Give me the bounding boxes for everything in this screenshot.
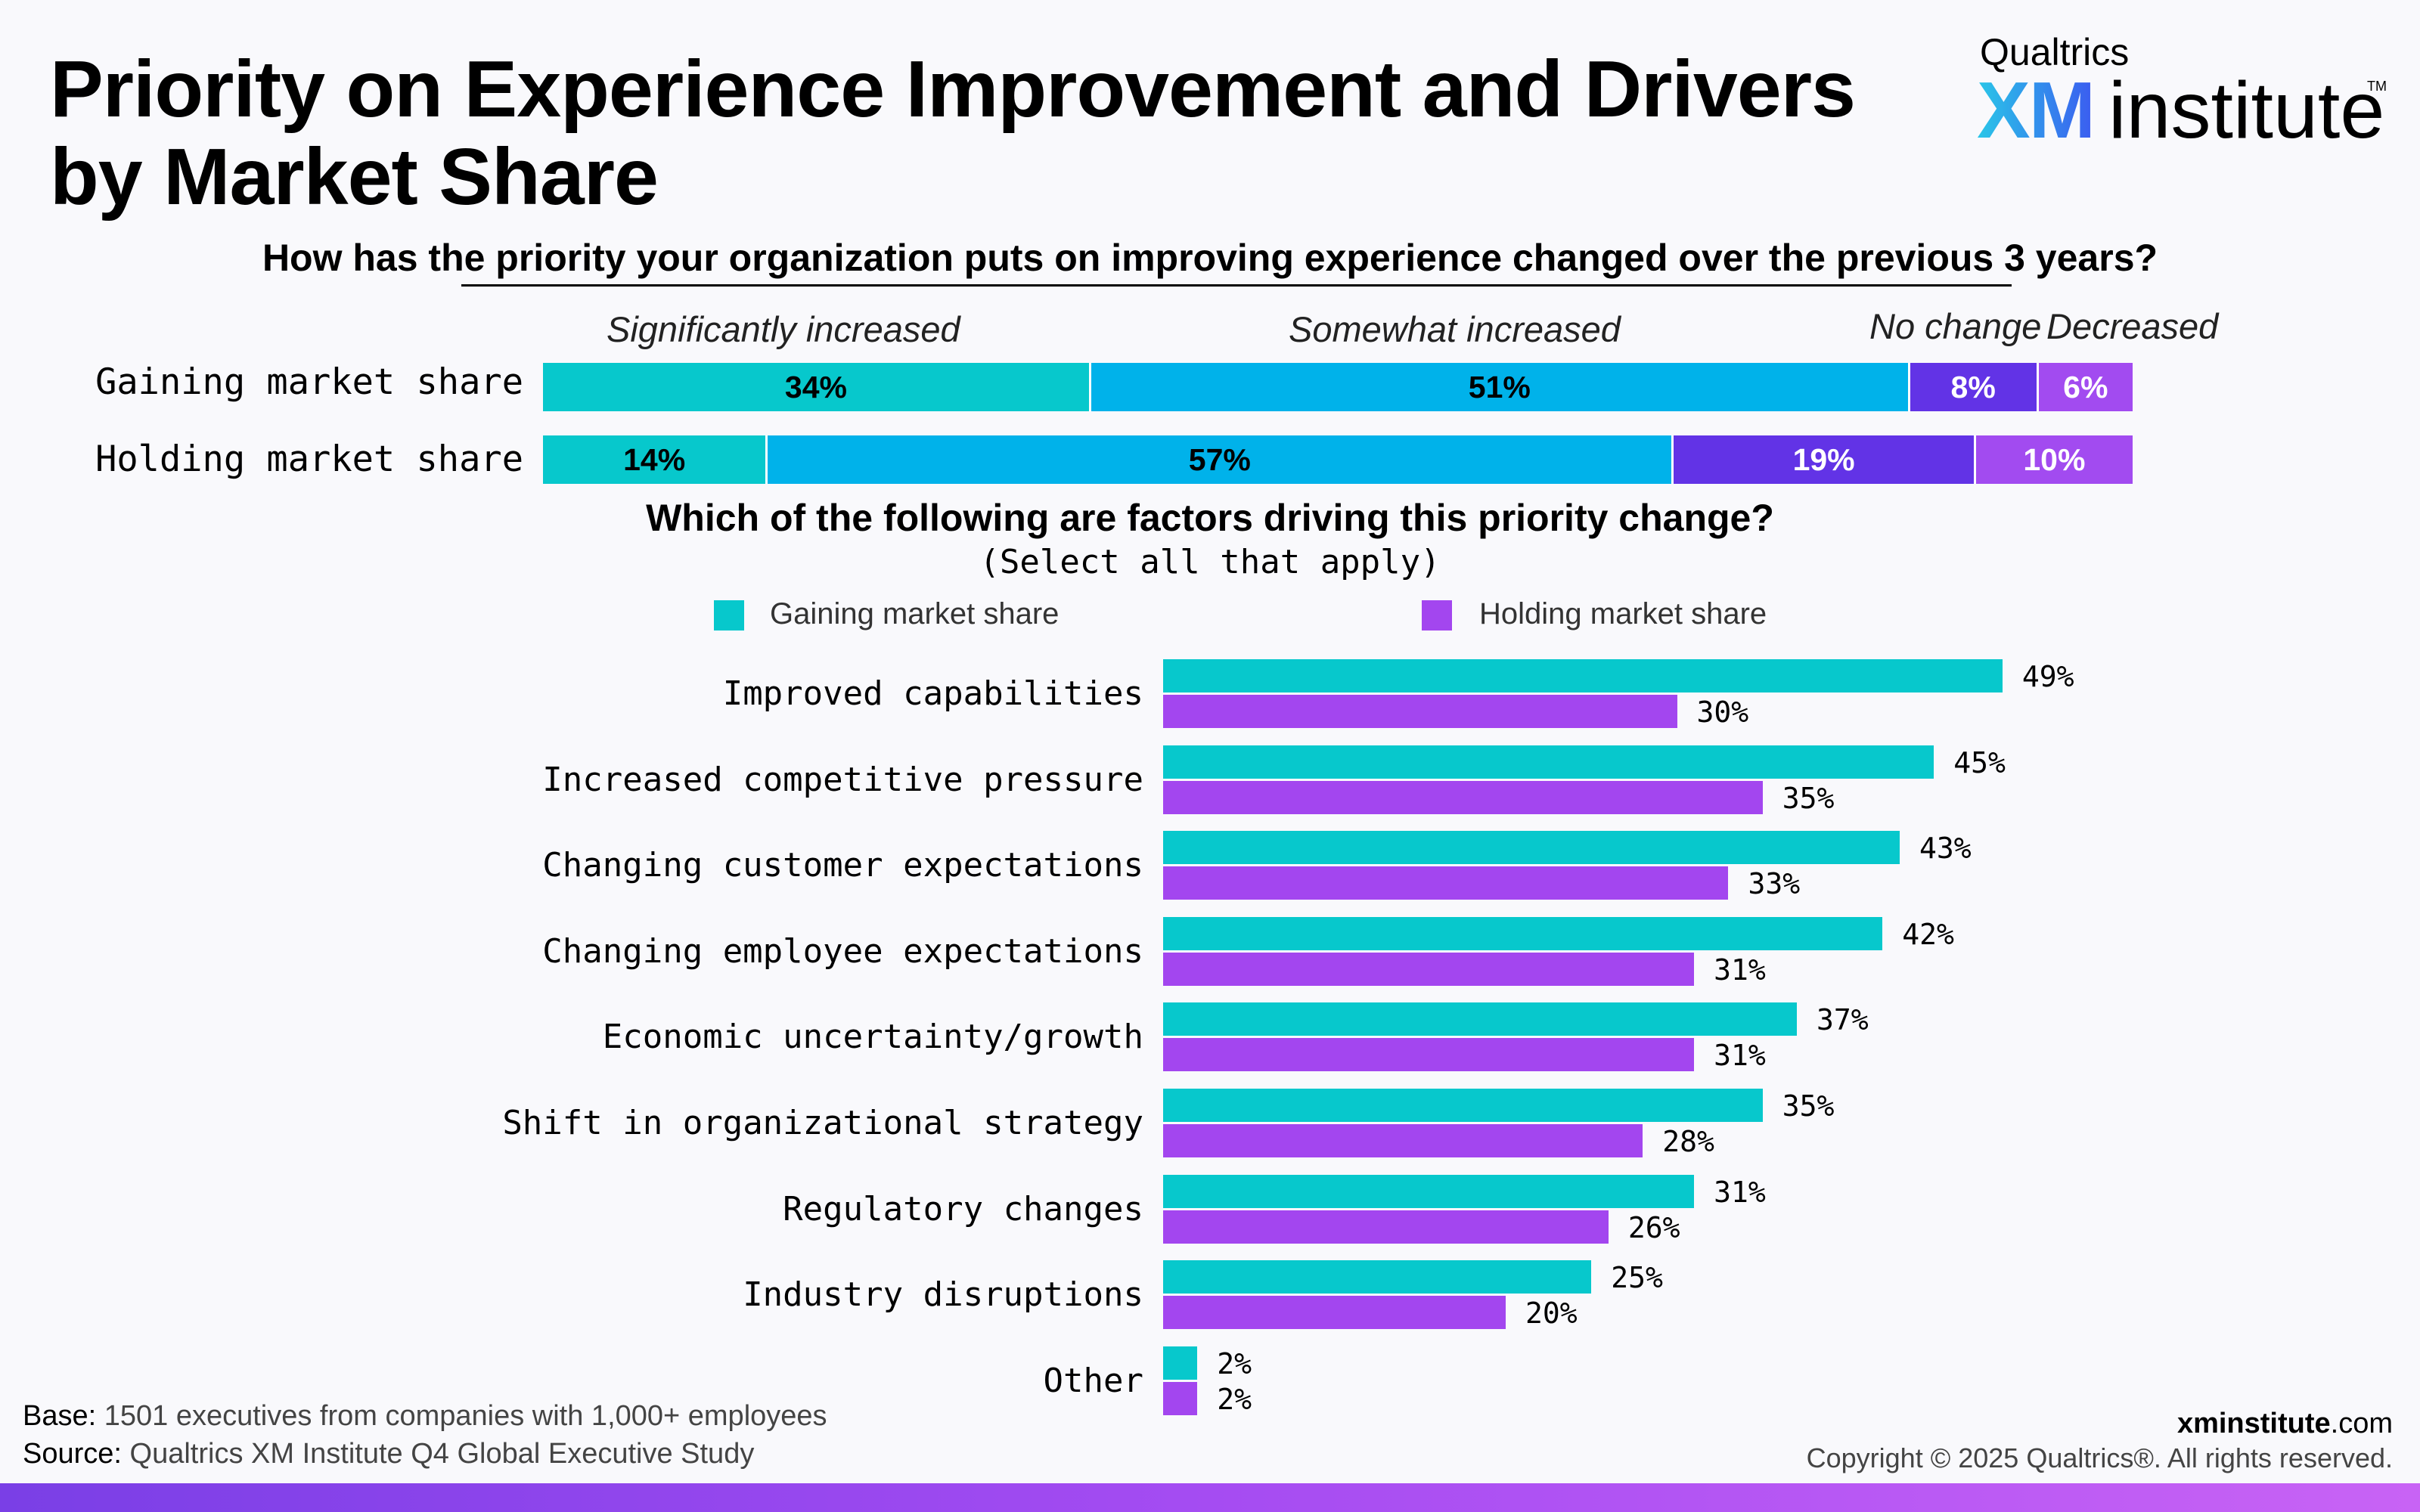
legend-label-holding: Holding market share [1479,597,1767,631]
bar-value-label: 30% [1696,696,1749,729]
bar-holding [1163,695,1677,728]
legend-no-change: No change [1869,306,2042,346]
legend-swatch-holding [1422,600,1452,631]
site-link-suffix: .com [2330,1408,2393,1439]
bar-gaining [1163,1174,1695,1208]
bar-holding [1163,952,1695,986]
bar-value-label: 2% [1217,1382,1252,1416]
stack-value-label: 8% [1950,369,1996,404]
chart2-title: Which of the following are factors drivi… [646,497,1774,539]
legend-somewhat-increased: Somewhat increased [1289,309,1621,349]
chart1-title: How has the priority your organization p… [262,237,2158,279]
bar-value-label: 45% [1953,745,2006,779]
bar-holding [1163,780,1763,814]
logo-qualtrics-text: Qualtrics [1980,31,2130,73]
bar-gaining [1163,745,1934,779]
site-link-bold: xminstitute [2176,1408,2331,1439]
factor-label: Increased competitive pressure [542,760,1143,799]
bar-value-label: 31% [1714,953,1766,987]
bar-holding [1163,866,1729,900]
factor-label: Improved capabilities [722,674,1143,713]
bar-holding [1163,1124,1643,1157]
factor-label: Changing employee expectations [542,931,1143,971]
bar-value-label: 20% [1525,1297,1578,1331]
stack-value-label: 34% [784,369,847,404]
logo-xm-text: XM [1977,66,2096,155]
stack-segment-gaining-0: 34% [543,363,1089,411]
stack-value-label: 51% [1468,369,1531,404]
footer-notes: Base: 1501 executives from companies wit… [23,1397,827,1473]
bar-value-label: 2% [1217,1346,1252,1380]
bar-value-label: 33% [1748,867,1801,901]
xm-institute-logo[interactable]: Qualtrics XM institute TM [1977,30,2387,155]
bar-holding [1163,1296,1506,1330]
stack-value-label: 10% [2023,442,2086,477]
stack-segment-holding-3: 10% [1973,435,2133,484]
bar-value-label: 35% [1782,1089,1835,1123]
stack-segment-gaining-2: 8% [1907,363,2037,411]
stack-segment-gaining-3: 6% [2036,363,2133,411]
stack-value-label: 57% [1188,442,1251,477]
stack-value-label: 6% [2063,369,2108,404]
stack-segment-holding-0: 14% [543,435,766,484]
stack-value-label: 19% [1792,442,1855,477]
bar-value-label: 26% [1627,1210,1680,1244]
footer-copyright: xminstitute.com Copyright © 2025 Qualtri… [1807,1406,2393,1476]
site-link[interactable]: xminstitute.com [1807,1406,2393,1441]
legend-decreased: Decreased [2046,306,2219,346]
base-label: Base: [23,1400,97,1432]
factor-label: Economic uncertainty/growth [602,1018,1143,1057]
bar-value-label: 43% [1919,832,1972,866]
row-label-gaining: Gaining market share [95,361,523,403]
bar-value-label: 35% [1782,781,1835,815]
bar-value-label: 25% [1611,1261,1663,1295]
bar-gaining [1163,1089,1763,1122]
bar-value-label: 28% [1662,1125,1714,1158]
bar-holding [1163,1381,1198,1415]
bar-value-label: 37% [1817,1003,1869,1037]
bar-holding [1163,1210,1609,1244]
factor-label: Industry disruptions [743,1275,1143,1315]
bar-value-label: 49% [2021,660,2074,693]
bar-value-label: 31% [1714,1175,1766,1209]
source-text: Qualtrics XM Institute Q4 Global Executi… [121,1438,755,1470]
bar-gaining [1163,1002,1798,1036]
bar-gaining [1163,1346,1198,1380]
base-text: 1501 executives from companies with 1,00… [96,1400,827,1432]
chart2-subtitle: (Select all that apply) [979,543,1441,581]
bar-value-label: 42% [1902,917,1954,951]
row-label-holding: Holding market share [95,438,523,480]
source-label: Source: [23,1438,122,1470]
factor-label: Other [1043,1361,1143,1400]
logo-institute-text: institute [2108,66,2385,155]
bottom-gradient-stripe [0,1483,2420,1512]
stack-segment-gaining-1: 51% [1088,363,1908,411]
chart1-title-underline [461,284,2012,287]
factor-label: Shift in organizational strategy [502,1104,1143,1142]
bar-value-label: 31% [1714,1039,1766,1073]
bar-gaining [1163,916,1883,950]
stack-segment-holding-2: 19% [1671,435,1974,484]
stack-value-label: 14% [623,442,686,477]
factor-label: Regulatory changes [783,1189,1143,1228]
factor-label: Changing customer expectations [542,846,1143,885]
copyright-text: Copyright © 2025 Qualtrics®. All rights … [1806,1442,2393,1473]
legend-label-gaining: Gaining market share [770,597,1060,631]
page-title: Priority on Experience Improvement and D… [50,45,1856,222]
logo-trademark: TM [2367,79,2387,94]
stack-segment-holding-1: 57% [765,435,1672,484]
bar-gaining [1163,831,1900,865]
bar-holding [1163,1038,1695,1072]
legend-significantly-increased: Significantly increased [607,309,960,349]
bar-gaining [1163,659,2003,692]
bar-gaining [1163,1260,1592,1294]
legend-swatch-gaining [714,600,744,631]
